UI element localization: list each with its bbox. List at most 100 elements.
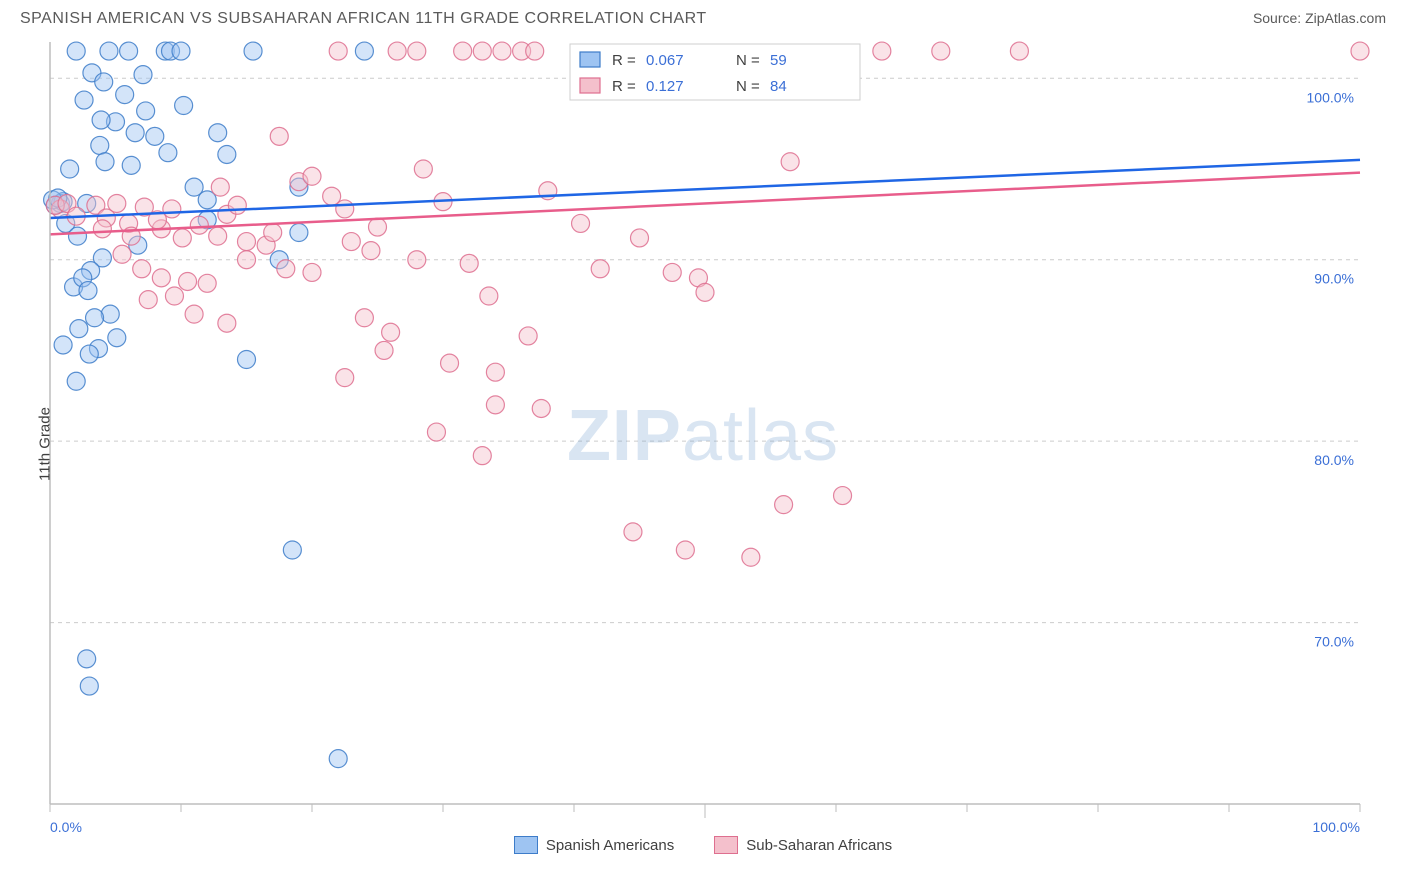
data-point	[696, 283, 714, 301]
data-point	[173, 229, 191, 247]
regression-line	[50, 160, 1360, 218]
x-tick-label: 0.0%	[50, 819, 82, 835]
data-point	[80, 677, 98, 695]
data-point	[190, 216, 208, 234]
data-point	[79, 282, 97, 300]
data-point	[91, 136, 109, 154]
data-point	[244, 42, 262, 60]
data-point	[460, 254, 478, 272]
data-point	[54, 336, 72, 354]
data-point	[86, 309, 104, 327]
data-point	[159, 144, 177, 162]
legend-swatch	[714, 836, 738, 854]
data-point	[133, 260, 151, 278]
data-point	[441, 354, 459, 372]
data-point	[209, 124, 227, 142]
data-point	[270, 127, 288, 145]
data-point	[329, 750, 347, 768]
data-point	[480, 287, 498, 305]
data-point	[67, 372, 85, 390]
data-point	[175, 97, 193, 115]
data-point	[172, 42, 190, 60]
stat-r-label: R =	[612, 78, 636, 95]
stat-r-label: R =	[612, 52, 636, 69]
legend-item: Sub-Saharan Africans	[714, 836, 892, 854]
data-point	[198, 274, 216, 292]
data-point	[93, 220, 111, 238]
data-point	[126, 124, 144, 142]
data-point	[283, 541, 301, 559]
y-tick-label: 70.0%	[1314, 634, 1354, 650]
y-tick-label: 100.0%	[1307, 89, 1354, 105]
data-point	[663, 263, 681, 281]
data-point	[427, 423, 445, 441]
data-point	[152, 269, 170, 287]
data-point	[591, 260, 609, 278]
data-point	[113, 245, 131, 263]
data-point	[572, 214, 590, 232]
y-tick-label: 80.0%	[1314, 452, 1354, 468]
data-point	[78, 650, 96, 668]
data-point	[493, 42, 511, 60]
data-point	[486, 363, 504, 381]
stat-n-value: 84	[770, 78, 787, 95]
scatter-plot-svg: 70.0%80.0%90.0%100.0%0.0%100.0%R =0.067N…	[0, 34, 1406, 854]
data-point	[526, 42, 544, 60]
data-point	[369, 218, 387, 236]
data-point	[329, 42, 347, 60]
data-point	[775, 496, 793, 514]
data-point	[408, 251, 426, 269]
data-point	[342, 233, 360, 251]
data-point	[624, 523, 642, 541]
data-point	[108, 329, 126, 347]
data-point	[676, 541, 694, 559]
data-point	[454, 42, 472, 60]
data-point	[382, 323, 400, 341]
data-point	[336, 369, 354, 387]
data-point	[781, 153, 799, 171]
data-point	[209, 227, 227, 245]
data-point	[238, 251, 256, 269]
data-point	[873, 42, 891, 60]
data-point	[75, 91, 93, 109]
legend-item: Spanish Americans	[514, 836, 674, 854]
stat-r-value: 0.067	[646, 52, 684, 69]
legend-label: Sub-Saharan Africans	[746, 837, 892, 854]
data-point	[67, 42, 85, 60]
data-point	[238, 351, 256, 369]
data-point	[218, 314, 236, 332]
data-point	[264, 224, 282, 242]
data-point	[80, 345, 98, 363]
data-point	[146, 127, 164, 145]
stat-r-value: 0.127	[646, 78, 684, 95]
data-point	[362, 242, 380, 260]
data-point	[277, 260, 295, 278]
x-tick-label: 100.0%	[1313, 819, 1360, 835]
y-axis-label: 11th Grade	[36, 407, 53, 481]
stat-n-label: N =	[736, 78, 760, 95]
data-point	[137, 102, 155, 120]
data-point	[742, 548, 760, 566]
legend-label: Spanish Americans	[546, 837, 674, 854]
data-point	[932, 42, 950, 60]
legend-swatch	[580, 52, 600, 67]
data-point	[101, 305, 119, 323]
data-point	[1351, 42, 1369, 60]
data-point	[165, 287, 183, 305]
data-point	[218, 145, 236, 163]
data-point	[631, 229, 649, 247]
data-point	[92, 111, 110, 129]
data-point	[834, 487, 852, 505]
data-point	[303, 263, 321, 281]
data-point	[228, 196, 246, 214]
data-point	[95, 73, 113, 91]
chart-area: 11th Grade ZIPatlas 70.0%80.0%90.0%100.0…	[0, 34, 1406, 854]
data-point	[486, 396, 504, 414]
stat-n-value: 59	[770, 52, 787, 69]
data-point	[179, 272, 197, 290]
data-point	[122, 156, 140, 174]
data-point	[408, 42, 426, 60]
data-point	[303, 167, 321, 185]
data-point	[336, 200, 354, 218]
data-point	[96, 153, 114, 171]
